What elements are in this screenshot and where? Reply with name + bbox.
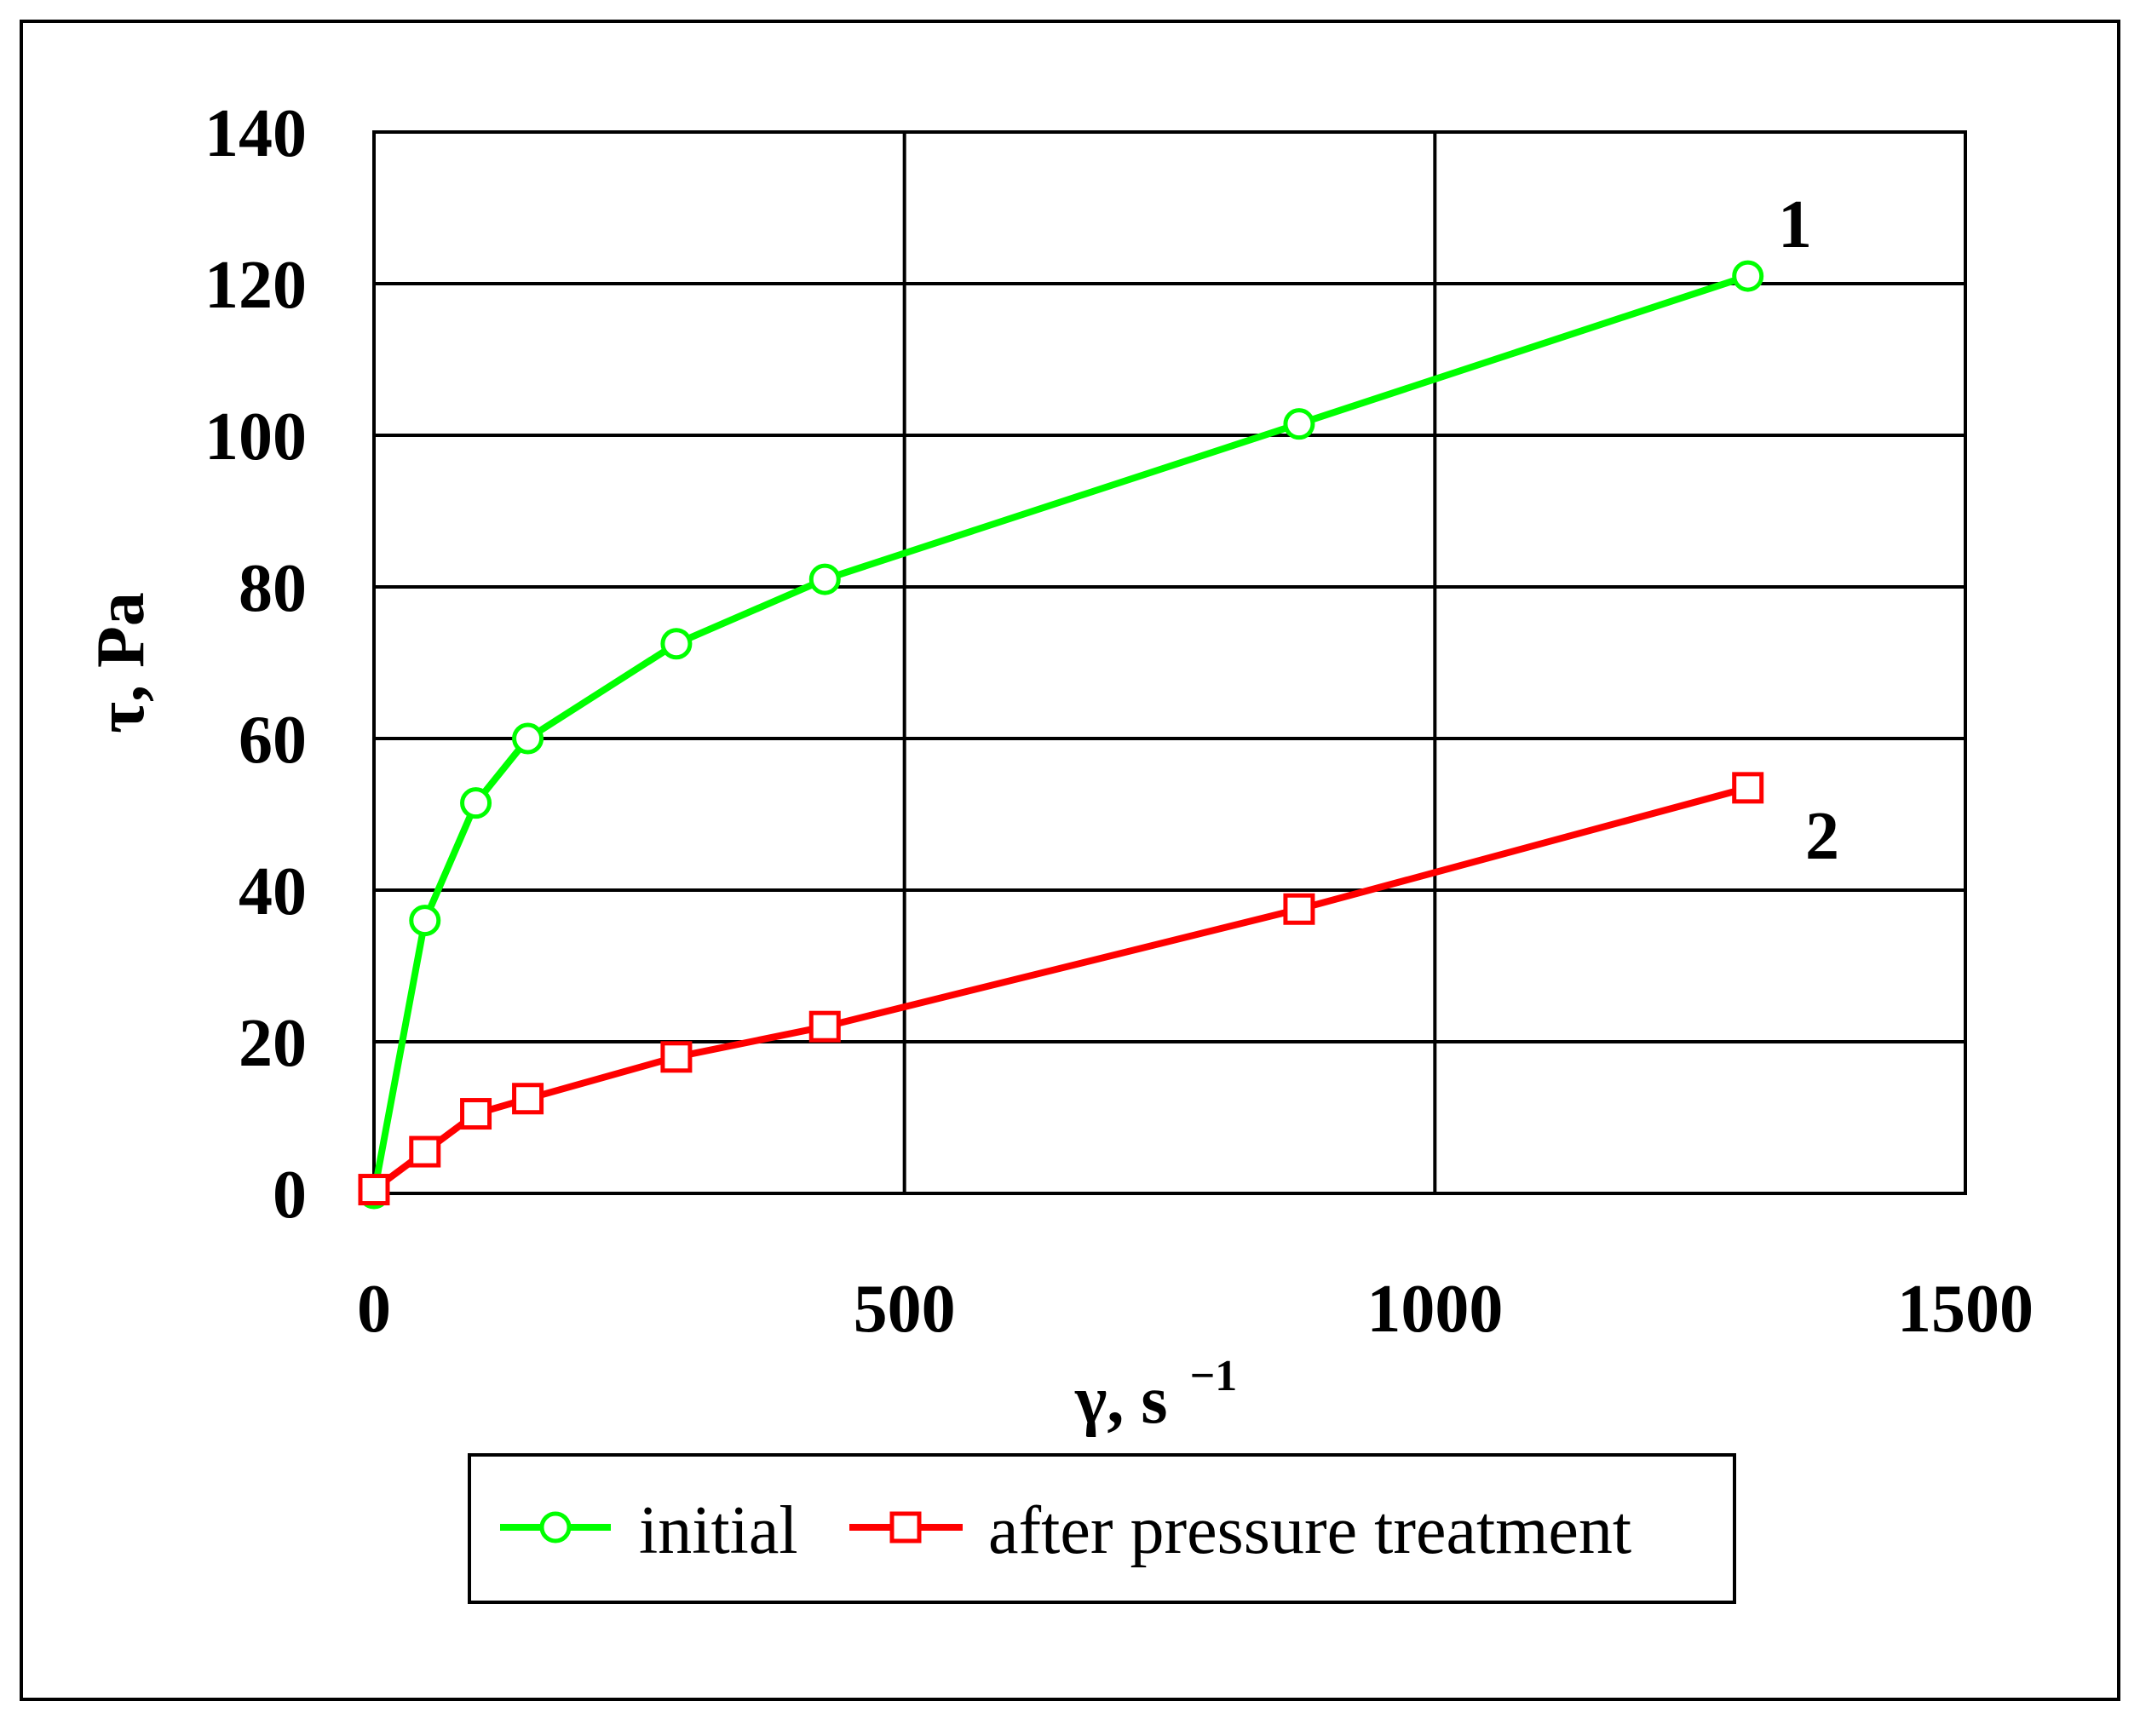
y-tick-140: 140 (204, 96, 307, 171)
series-2-point (1283, 893, 1315, 925)
series-1-point (409, 905, 441, 937)
legend: initial after pressure treatment (468, 1453, 1736, 1604)
outer-frame (20, 20, 2120, 1701)
y-axis-label: τ, Pa (83, 592, 158, 733)
legend-marker-after-pressure (889, 1511, 922, 1543)
series-layer (358, 260, 1764, 1210)
series-2-point (409, 1135, 441, 1168)
series-2-point (512, 1083, 544, 1115)
series-2-point (460, 1098, 492, 1130)
series-2-point (660, 1041, 693, 1073)
series-1 (358, 260, 1764, 1210)
legend-marker-initial (539, 1511, 572, 1543)
series-2-label: 2 (1805, 799, 1839, 874)
grid (372, 130, 1967, 1195)
series-1-label: 1 (1778, 187, 1812, 262)
series-1-line (371, 273, 1752, 1197)
legend-label-after-pressure: after pressure treatment (988, 1493, 1631, 1568)
plot-area-border (372, 130, 1967, 1195)
x-tick-500: 500 (854, 1272, 956, 1347)
series-2-point (808, 1010, 841, 1043)
y-tick-20: 20 (239, 1006, 307, 1081)
series-2-point (1732, 772, 1764, 804)
series-2-line (371, 784, 1752, 1193)
series-2-point (358, 1174, 390, 1206)
y-tick-labels: 0 20 40 60 80 100 120 140 (204, 96, 307, 1233)
x-axis-label-text: γ, s (1074, 1363, 1168, 1438)
x-tick-0: 0 (357, 1272, 391, 1347)
y-tick-120: 120 (204, 248, 307, 323)
y-tick-100: 100 (204, 400, 307, 474)
y-tick-80: 80 (239, 551, 307, 626)
series-1-point (660, 628, 693, 660)
series-2 (358, 772, 1764, 1206)
y-tick-60: 60 (239, 703, 307, 778)
series-1-point (460, 787, 492, 819)
y-tick-40: 40 (239, 854, 307, 929)
x-tick-1500: 1500 (1897, 1272, 2034, 1347)
series-1-point (808, 563, 841, 595)
series-1-point (512, 722, 544, 755)
y-tick-0: 0 (273, 1158, 307, 1233)
legend-box (468, 1453, 1736, 1604)
series-1-point (1283, 408, 1315, 440)
x-tick-labels: 0 500 1000 1500 (357, 1272, 2034, 1347)
series-1-point (1732, 260, 1764, 292)
x-axis-label: γ, s −1 (1074, 1352, 1237, 1438)
legend-label-initial: initial (639, 1493, 798, 1568)
x-axis-label-exponent: −1 (1190, 1352, 1238, 1400)
x-tick-1000: 1000 (1366, 1272, 1503, 1347)
